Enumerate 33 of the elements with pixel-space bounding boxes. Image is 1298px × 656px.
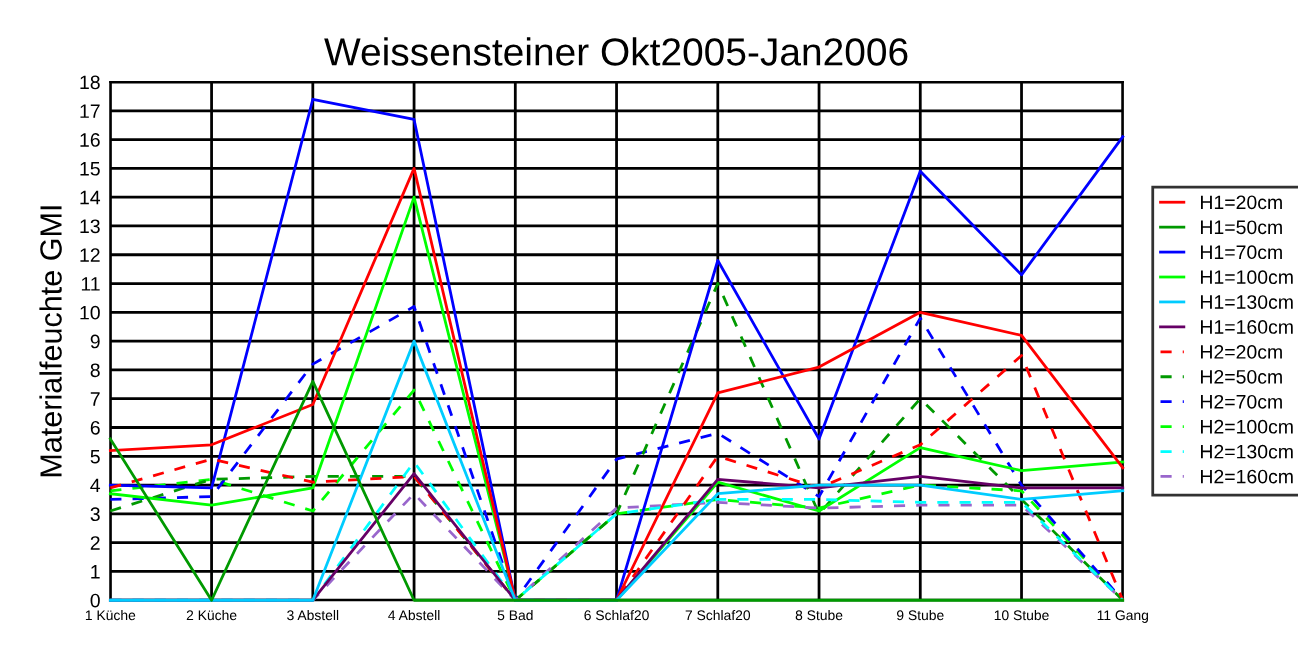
legend-label: H2=20cm [1201,345,1282,359]
y-tick-label: 6 [90,420,100,435]
y-axis-title: Materialfeuchte GMI [39,206,62,477]
legend-label: H2=50cm [1201,369,1282,384]
y-tick-label: 14 [80,190,101,205]
legend-label: H2=70cm [1201,394,1282,409]
legend-label: H1=160cm [1201,320,1293,334]
y-tick-label: 3 [90,507,100,522]
y-tick-label: 17 [80,104,100,118]
legend-label: H1=20cm [1201,195,1282,210]
y-tick-label: 0 [90,593,100,608]
legend-label: H1=50cm [1201,220,1282,235]
y-tick-label: 11 [81,277,100,291]
legend-label: H2=160cm [1201,469,1293,484]
y-tick-label: 8 [90,363,100,378]
y-tick-label: 4 [90,478,101,493]
legend-label: H1=100cm [1201,270,1293,285]
legend-label: H1=70cm [1201,245,1282,260]
y-tick-label: 10 [80,305,100,320]
y-tick-label: 7 [90,392,100,406]
y-tick-label: 16 [80,133,100,147]
y-tick-label: 12 [80,248,100,262]
y-tick-label: 15 [80,162,100,176]
legend-label: H2=100cm [1201,419,1293,434]
legend-label: H2=130cm [1201,444,1293,459]
y-tick-label: 5 [90,449,100,464]
y-tick-label: 2 [90,536,100,550]
chart-title: Weissensteiner Okt2005-Jan2006 [324,37,908,66]
y-tick-label: 13 [80,219,100,234]
legend-label: H1=130cm [1201,295,1293,309]
y-tick-label: 9 [90,334,100,349]
y-tick-label: 18 [80,75,100,90]
y-tick-label: 1 [91,565,100,579]
